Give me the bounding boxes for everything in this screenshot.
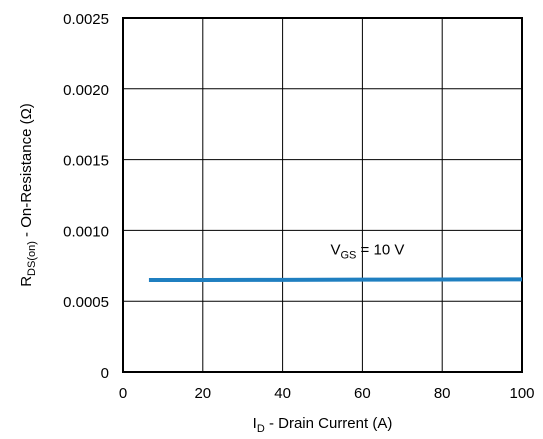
x-tick-label-4: 80 — [434, 385, 451, 402]
x-tick-label-0: 0 — [119, 385, 127, 402]
series-layer — [148, 277, 523, 282]
x-tick-label-5: 100 — [509, 385, 534, 402]
x-tick-label-2: 40 — [274, 385, 291, 402]
y-tick-label-5: 0.0025 — [63, 11, 109, 28]
series-line-0 — [148, 277, 523, 282]
x-tick-label-1: 20 — [194, 385, 211, 402]
grid — [122, 17, 523, 373]
y-tick-labels: 0 0.0005 0.0010 0.0015 0.0020 0.0025 — [63, 11, 109, 382]
y-tick-label-3: 0.0015 — [63, 153, 109, 170]
y-tick-label-4: 0.0020 — [63, 82, 109, 99]
y-tick-label-1: 0.0005 — [63, 294, 109, 311]
y-axis-label: RDS(on) - On-Resistance (Ω) — [18, 103, 38, 287]
x-tick-labels: 0 20 40 60 80 100 — [119, 385, 535, 402]
y-tick-label-2: 0.0010 — [63, 223, 109, 240]
vgs-annotation: VGS = 10 V — [330, 241, 404, 261]
y-tick-label-0: 0 — [101, 365, 109, 382]
x-axis-label: ID - Drain Current (A) — [253, 415, 393, 435]
plot-frame — [122, 17, 523, 373]
x-tick-label-3: 60 — [354, 385, 371, 402]
